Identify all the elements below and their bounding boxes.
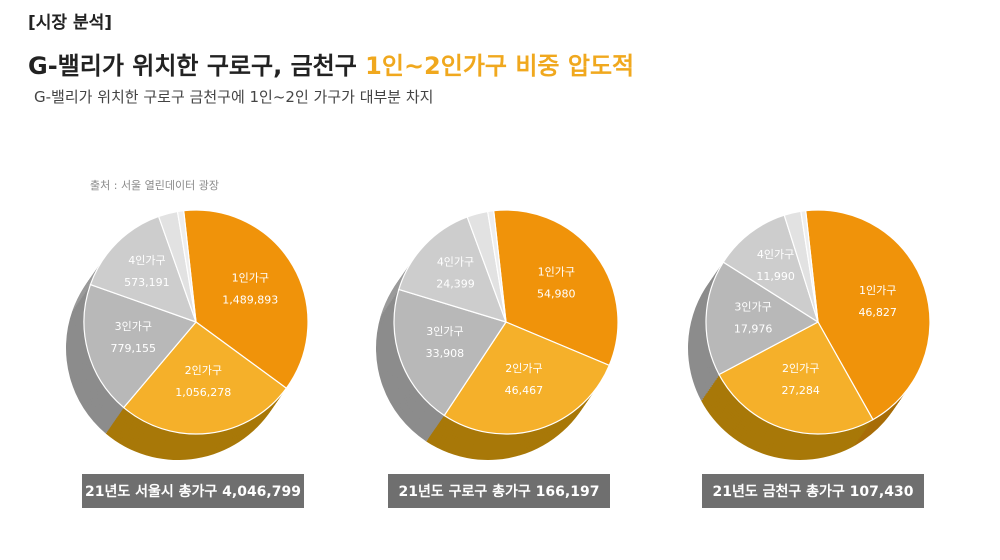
slice-label-three-person: 3인가구 bbox=[115, 320, 152, 333]
pie-slice-one-person bbox=[183, 209, 309, 390]
slice-value-three-person: 33,908 bbox=[426, 347, 465, 360]
slice-label-four-person: 4인가구 bbox=[437, 255, 474, 268]
pie-slice-other-b bbox=[486, 210, 507, 323]
source-note: 출처 : 서울 열린데이터 광장 bbox=[90, 179, 220, 192]
pie-slice-four-person bbox=[722, 214, 820, 324]
pie-chart-2: 1인가구 46,827 2인가구 27,284 3인가구 17,976 4인가구 11,990 bbox=[688, 209, 931, 460]
slice-label-one-person: 1인가구 bbox=[538, 266, 575, 279]
total-box-guro: 21년도 구로구 총가구 166,197 bbox=[388, 474, 610, 508]
pie-slice-four-person bbox=[398, 216, 507, 323]
pie-chart-0: 1인가구 1,489,893 2인가구 1,056,278 3인가구 779,155 4인가… bbox=[65, 209, 309, 461]
title-main: G-밸리가 위치한 구로구, 금천구 bbox=[28, 52, 366, 80]
pie-slice-other-b bbox=[176, 210, 197, 323]
slice-value-three-person: 779,155 bbox=[111, 342, 157, 355]
slice-label-two-person: 2인가구 bbox=[505, 362, 542, 375]
slice-label-three-person: 3인가구 bbox=[426, 325, 463, 338]
pie-slice-three-person bbox=[705, 261, 820, 376]
pie-slice-three-person bbox=[83, 283, 198, 409]
slice-value-two-person: 1,056,278 bbox=[175, 386, 231, 399]
section-tag: [시장 분석] bbox=[28, 13, 113, 33]
total-box-geumcheon: 21년도 금천구 총가구 107,430 bbox=[702, 474, 924, 508]
slice-value-three-person: 17,976 bbox=[734, 323, 773, 336]
slice-label-one-person: 1인가구 bbox=[859, 284, 896, 297]
pie-slice-two-person bbox=[718, 321, 874, 435]
pie-slice-four-person bbox=[89, 215, 197, 323]
pie-chart-1: 1인가구 54,980 2인가구 46,467 3인가구 33,908 4인가구 24,399 bbox=[375, 209, 619, 461]
slice-label-one-person: 1인가구 bbox=[232, 272, 269, 285]
slice-label-two-person: 2인가구 bbox=[185, 364, 222, 377]
page-subtitle: G-밸리가 위치한 구로구 금천구에 1인~2인 가구가 대부분 차지 bbox=[34, 88, 434, 106]
page-title: G-밸리가 위치한 구로구, 금천구 1인~2인가구 비중 압도적 bbox=[28, 46, 634, 81]
slice-label-four-person: 4인가구 bbox=[128, 254, 165, 267]
slice-label-three-person: 3인가구 bbox=[734, 301, 771, 314]
total-box-seoul: 21년도 서울시 총가구 4,046,799 bbox=[82, 474, 304, 508]
slice-value-two-person: 46,467 bbox=[505, 384, 544, 397]
pie-slice-two-person bbox=[443, 321, 611, 435]
slice-value-four-person: 24,399 bbox=[436, 277, 475, 290]
slice-label-four-person: 4인가구 bbox=[757, 248, 794, 261]
slice-value-one-person: 54,980 bbox=[537, 288, 576, 301]
slice-value-one-person: 46,827 bbox=[858, 306, 897, 319]
pie-slice-one-person bbox=[493, 209, 619, 367]
slice-value-four-person: 11,990 bbox=[756, 270, 795, 283]
pie-slice-three-person bbox=[393, 288, 507, 417]
pie-slice-two-person bbox=[122, 321, 288, 435]
slice-value-four-person: 573,191 bbox=[124, 276, 170, 289]
slice-value-two-person: 27,284 bbox=[781, 384, 820, 397]
pie-slice-one-person bbox=[805, 209, 931, 421]
pie-slice-other-b bbox=[800, 210, 819, 323]
slice-value-one-person: 1,489,893 bbox=[222, 294, 278, 307]
title-highlight: 1인~2인가구 비중 압도적 bbox=[365, 52, 635, 80]
slice-label-two-person: 2인가구 bbox=[782, 362, 819, 375]
